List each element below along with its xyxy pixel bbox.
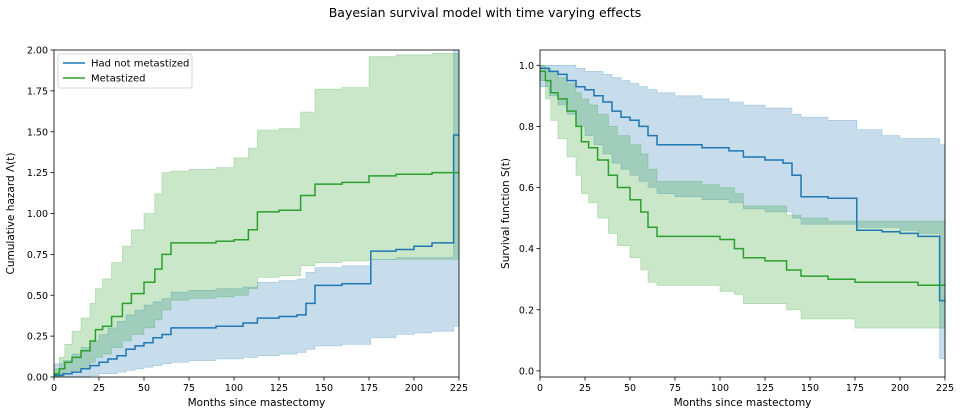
x-tick-label: 200 [405, 383, 423, 394]
series-line-had-not-metastized [54, 134, 459, 377]
legend: Had not metastized Metastized [57, 53, 193, 89]
series-line-metastized [54, 171, 459, 375]
x-tick-label: 175 [846, 383, 864, 394]
x-tick-label: 0 [51, 383, 57, 394]
x-tick-label: 150 [315, 383, 333, 394]
x-tick-label: 75 [183, 383, 195, 394]
cumulative-hazard-chart: 0 25 50 75 100 125 150 175 200 225 0.000.250.500.… [5, 46, 468, 410]
x-axis-label: Months since mastectomy [674, 397, 812, 409]
legend-label-not-metastized: Had not metastized [91, 59, 189, 70]
y-tick-label: 1.75 [27, 86, 48, 97]
series-line-metastized [540, 70, 945, 287]
x-tick-label: 25 [93, 383, 105, 394]
y-axis-ticks: 0.0 0.2 0.4 0.6 0.8 1.0 [519, 61, 540, 377]
y-tick-label: 2.00 [27, 46, 48, 57]
survival-function-chart: 0 25 50 75 100 125 150 175 200 225 0.00.20.40.60.… [500, 49, 954, 409]
credible-bands [539, 65, 946, 360]
x-tick-label: 175 [360, 383, 378, 394]
y-axis-label: Cumulative hazard Λ(t) [5, 153, 17, 275]
x-tick-label: 0 [537, 383, 543, 394]
y-tick-label: 0.8 [519, 122, 534, 133]
y-tick-label: 0.00 [27, 373, 48, 384]
x-tick-label: 125 [756, 383, 774, 394]
y-axis-label: Survival function S(t) [500, 158, 512, 269]
y-tick-label: 0.2 [519, 305, 534, 316]
legend-box [57, 53, 193, 89]
x-tick-label: 50 [138, 383, 150, 394]
x-tick-label: 100 [711, 383, 729, 394]
y-tick-label: 0.0 [519, 366, 534, 377]
x-tick-label: 225 [936, 383, 954, 394]
y-tick-label: 1.00 [27, 209, 48, 220]
y-tick-label: 0.25 [27, 332, 48, 343]
axes-frame [539, 49, 946, 378]
y-tick-label: 0.6 [519, 183, 534, 194]
credible-bands [53, 49, 460, 378]
series-lines [540, 67, 945, 302]
figure-title: Bayesian survival model with time varyin… [329, 5, 642, 20]
y-axis-ticks: 0.00 0.25 0.50 0.75 1.00 1.25 1.50 1.75 2.00 [27, 46, 54, 384]
y-tick-label: 0.4 [519, 244, 534, 255]
y-tick-label: 1.0 [519, 61, 534, 72]
x-tick-label: 50 [624, 383, 636, 394]
y-tick-label: 1.50 [27, 127, 48, 138]
credible-band-metastized [539, 65, 946, 332]
x-axis-ticks: 0 25 50 75 100 125 150 175 200 225 [537, 377, 954, 394]
series-lines [54, 134, 459, 377]
y-tick-label: 0.50 [27, 291, 48, 302]
series-line-had-not-metastized [540, 67, 945, 302]
x-axis-label: Months since mastectomy [188, 397, 326, 409]
x-tick-label: 150 [801, 383, 819, 394]
x-tick-label: 225 [450, 383, 468, 394]
y-tick-label: 1.25 [27, 168, 48, 179]
x-tick-label: 100 [225, 383, 243, 394]
x-tick-label: 75 [669, 383, 681, 394]
x-tick-label: 200 [891, 383, 909, 394]
y-tick-label: 0.75 [27, 250, 48, 261]
x-tick-label: 25 [579, 383, 591, 394]
x-axis-ticks: 0 25 50 75 100 125 150 175 200 225 [51, 377, 468, 394]
x-tick-label: 125 [270, 383, 288, 394]
legend-label-metastized: Metastized [91, 74, 146, 85]
